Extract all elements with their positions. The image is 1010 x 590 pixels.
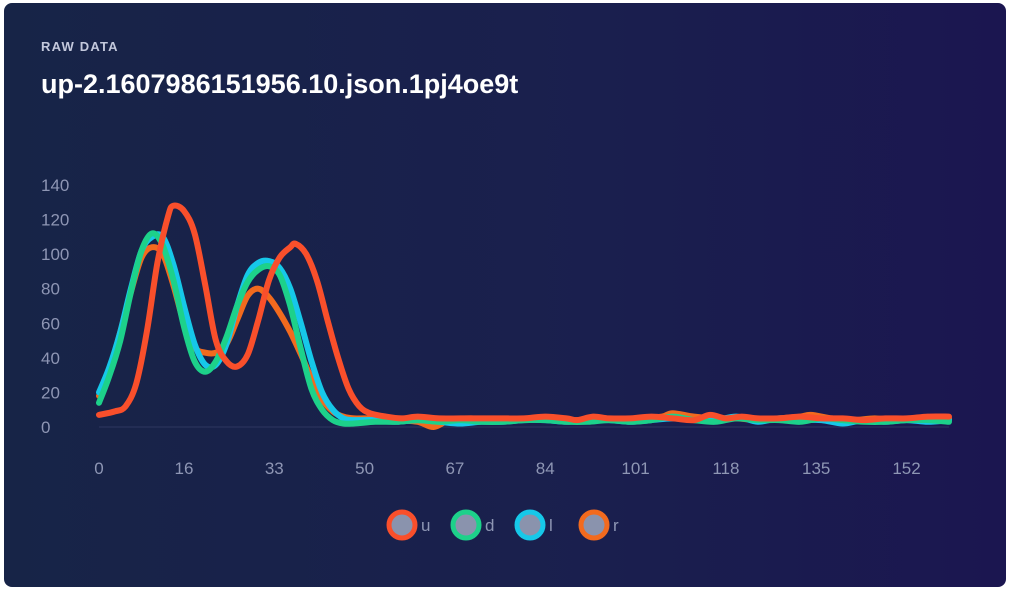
series-layer	[96, 202, 952, 430]
legend-swatch	[514, 509, 546, 541]
y-tick-label: 80	[41, 280, 60, 299]
x-tick-label: 50	[355, 459, 374, 478]
y-tick-label: 0	[41, 418, 50, 437]
page-title: up-2.1607986151956.10.json.1pj4oe9t	[41, 69, 519, 99]
legend-swatch	[386, 509, 418, 541]
y-axis: 0 20 40 60 80 100 120 140	[41, 176, 949, 437]
line-chart: 0 20 40 60 80 100 120 140 0 16 33 50 67 84 101 118 135 1…	[41, 176, 952, 541]
y-tick-label: 120	[41, 211, 69, 230]
y-tick-label: 20	[41, 383, 60, 402]
x-tick-label: 33	[265, 459, 284, 478]
series-line-d	[96, 230, 952, 427]
raw-data-card: RAW DATA up-2.1607986151956.10.json.1pj4…	[4, 3, 1006, 587]
legend-label: u	[421, 516, 430, 535]
legend-swatch	[578, 509, 610, 541]
legend-item-u[interactable]: u	[386, 509, 430, 541]
legend-item-l[interactable]: l	[514, 509, 553, 541]
x-tick-label: 16	[175, 459, 194, 478]
legend-label: l	[549, 516, 553, 535]
x-tick-label: 135	[802, 459, 830, 478]
x-tick-label: 101	[621, 459, 649, 478]
y-tick-label: 140	[41, 176, 69, 195]
x-tick-label: 84	[536, 459, 555, 478]
x-tick-label: 67	[445, 459, 464, 478]
legend-item-d[interactable]: d	[450, 509, 494, 541]
x-axis: 0 16 33 50 67 84 101 118 135 152	[94, 459, 920, 478]
x-tick-label: 0	[94, 459, 103, 478]
y-tick-label: 40	[41, 349, 60, 368]
x-tick-label: 152	[892, 459, 920, 478]
y-tick-label: 100	[41, 245, 69, 264]
section-label: RAW DATA	[41, 39, 119, 54]
legend-label: d	[485, 516, 494, 535]
legend-item-r[interactable]: r	[578, 509, 619, 541]
legend-swatch	[450, 509, 482, 541]
x-tick-label: 118	[712, 459, 739, 478]
y-tick-label: 60	[41, 314, 60, 333]
legend-label: r	[613, 516, 619, 535]
series-line-u	[96, 202, 952, 424]
